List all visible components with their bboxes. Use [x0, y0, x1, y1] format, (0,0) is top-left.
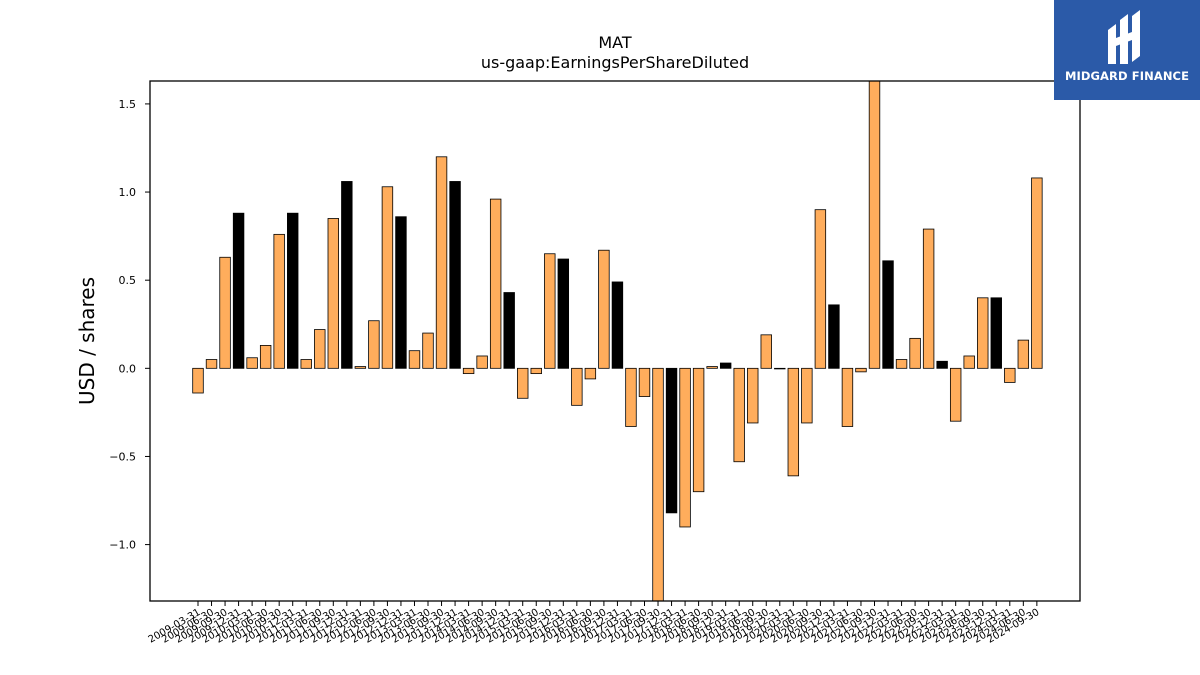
plot-frame — [149, 80, 1081, 602]
bar-2022-12-31 — [936, 360, 948, 369]
bar-2013-03-31 — [408, 350, 421, 369]
bar-2015-12-31 — [557, 258, 570, 369]
bar-2019-12-31 — [774, 367, 786, 370]
y-tick-label: −0.5 — [109, 450, 136, 463]
bar-2010-06-30 — [259, 345, 272, 369]
bar-2012-06-30 — [368, 320, 380, 369]
bar-2010-03-31 — [246, 357, 258, 369]
y-tick-label: 1.0 — [119, 186, 137, 199]
bar-2018-12-31 — [719, 362, 732, 369]
bar-2019-06-30 — [747, 367, 759, 424]
bar-2011-03-31 — [300, 359, 312, 369]
bar-2016-09-30 — [598, 249, 610, 369]
bar-2022-09-30 — [922, 228, 935, 369]
bar-2015-06-30 — [530, 367, 542, 375]
chart-subtitle: us-gaap:EarningsPerShareDiluted — [481, 53, 749, 72]
bar-2016-03-31 — [571, 367, 583, 406]
chart-title: MAT — [598, 33, 632, 52]
bar-2014-12-31 — [503, 292, 515, 369]
bar-2024-06-30 — [1017, 339, 1030, 369]
logo-text: MIDGARD FINANCE — [1064, 69, 1190, 83]
y-axis-ticks: −1.0 −0.5 0.0 0.5 1.0 1.5 — [109, 98, 150, 552]
bar-2019-03-31 — [733, 367, 745, 463]
bar-2022-03-31 — [895, 359, 908, 369]
bar-2023-09-30 — [977, 297, 989, 369]
bar-2021-03-31 — [841, 367, 854, 427]
bar-2018-03-31 — [679, 367, 691, 528]
bar-2009-06-30 — [205, 359, 218, 369]
bar-2016-06-30 — [584, 367, 597, 380]
y-tick-label: 1.5 — [119, 98, 137, 111]
bar-2015-09-30 — [544, 253, 556, 369]
midgard-logo-icon — [1108, 10, 1140, 64]
y-tick-label: 0.0 — [119, 362, 137, 375]
bar-2009-03-31 — [192, 367, 204, 394]
bar-2011-09-30 — [327, 218, 340, 369]
bar-2017-09-30 — [652, 367, 664, 601]
bar-2014-03-31 — [462, 367, 475, 375]
bar-2024-03-31 — [1004, 367, 1016, 383]
bar-2022-06-30 — [909, 337, 921, 369]
bar-2020-12-31 — [828, 304, 840, 369]
bar-2021-09-30 — [868, 81, 881, 369]
bar-2012-12-31 — [395, 216, 407, 369]
y-tick-label: −1.0 — [109, 539, 136, 552]
bar-2015-03-31 — [517, 367, 529, 399]
y-tick-label: 0.5 — [119, 274, 137, 287]
bar-2013-06-30 — [422, 332, 434, 369]
bar-2023-03-31 — [949, 367, 962, 422]
bar-2023-12-31 — [990, 297, 1002, 369]
bar-2010-09-30 — [273, 233, 285, 369]
bar-2009-09-30 — [219, 256, 231, 369]
bar-2014-09-30 — [489, 198, 502, 369]
bar-2021-12-31 — [882, 260, 894, 369]
bar-2020-06-30 — [801, 367, 813, 424]
y-axis-label: USD / shares — [75, 277, 99, 405]
bar-2013-09-30 — [435, 156, 448, 369]
bars-group — [192, 81, 1043, 601]
bar-2017-12-31 — [665, 367, 678, 514]
bar-2014-06-30 — [476, 355, 488, 369]
bar-2023-06-30 — [963, 355, 975, 369]
bar-2011-06-30 — [314, 329, 326, 369]
bar-2018-09-30 — [706, 366, 718, 369]
bar-2012-09-30 — [381, 186, 394, 369]
bar-2011-12-31 — [341, 181, 353, 369]
bar-2017-03-31 — [625, 367, 637, 427]
bar-2013-12-31 — [449, 181, 461, 369]
bar-2012-03-31 — [354, 366, 367, 369]
bar-2016-12-31 — [611, 281, 624, 369]
bar-2024-09-30 — [1031, 177, 1043, 369]
bar-2017-06-30 — [638, 367, 651, 397]
bar-2020-03-31 — [787, 367, 800, 477]
bar-2021-06-30 — [855, 367, 867, 373]
bar-2018-06-30 — [692, 367, 705, 493]
bar-2010-12-31 — [287, 212, 299, 369]
bar-2020-09-30 — [814, 209, 827, 369]
x-axis-ticks: 2009-03-312009-06-302009-09-302009-12-31… — [147, 601, 1041, 646]
bar-2019-09-30 — [760, 334, 772, 369]
midgard-finance-logo: MIDGARD FINANCE — [1054, 0, 1200, 100]
bar-2009-12-31 — [232, 212, 245, 369]
